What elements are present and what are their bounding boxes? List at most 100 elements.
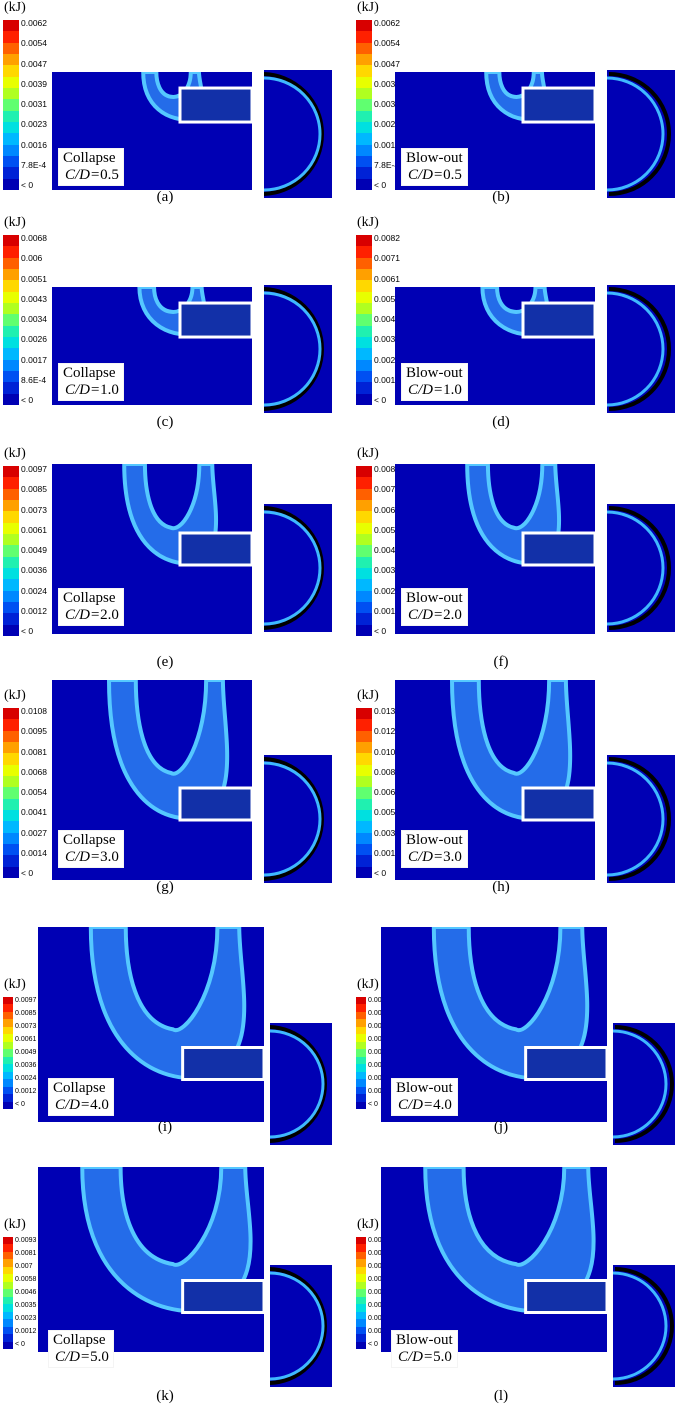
case-ratio: C/D=5.0: [396, 1349, 453, 1366]
face-svg: [607, 70, 675, 198]
colorbar-stripe: [356, 466, 372, 478]
colorbar-tick-label: < 0: [21, 626, 34, 636]
colorbar-stripe: [356, 753, 372, 766]
colorbar-unit-label: (kJ): [357, 688, 379, 703]
colorbar-tick-label: 0.0082: [374, 233, 400, 243]
ratio-value: 3.0: [443, 849, 462, 865]
tunnel-pipe: [181, 1046, 264, 1081]
colorbar-stripe: [3, 1049, 13, 1058]
field-svg: [381, 927, 607, 1122]
panel-l: (kJ) 0.0099 0.0086 0.0074 0.0062 0.0049 0.0037…: [343, 1145, 685, 1414]
colorbar-stripe: [356, 798, 372, 811]
colorbar-stripe: [356, 359, 372, 372]
face-svg: [264, 285, 332, 413]
disturbed-zone: [433, 927, 588, 1078]
energy-field-plot: [381, 1167, 607, 1352]
face-boundary-arc: [608, 72, 671, 196]
colorbar-stripe: [356, 1296, 366, 1305]
colorbar-stripe: [3, 568, 19, 580]
face-svg: [613, 1023, 675, 1145]
colorbar-stripe: [3, 348, 19, 361]
colorbar-stripe: [356, 246, 372, 259]
colorbar-tick-label: 0.0039: [374, 78, 400, 89]
colorbar-stripe: [356, 54, 372, 66]
colorbar-stripe: [3, 545, 19, 558]
colorbar-stripe: [3, 1296, 13, 1305]
tunnel-pipe: [178, 301, 252, 339]
tunnel-pipe: [524, 1046, 607, 1081]
colorbar-tick-label: 0.0054: [21, 38, 47, 49]
colorbar-stripe: [356, 742, 372, 754]
colorbar-stripe: [3, 167, 19, 180]
colorbar-unit-label: (kJ): [357, 1217, 379, 1232]
colorbar-stripe: [356, 178, 372, 191]
colorbar-tick-label: < 0: [15, 1341, 25, 1348]
colorbar-tick-label: 0.0017: [374, 847, 400, 858]
colorbar-stripe: [3, 54, 19, 66]
colorbar-stripe: [356, 337, 372, 349]
colorbar-stripe: [356, 144, 372, 157]
colorbar-tick-label: 0.0034: [374, 565, 400, 576]
colorbar-stripe: [3, 855, 19, 868]
ratio-value: 5.0: [433, 1349, 452, 1365]
colorbar-tick-label: 0.0068: [21, 766, 47, 777]
disturbed-zone: [82, 1167, 251, 1311]
colorbar-stripe: [356, 20, 372, 32]
colorbar-stripe: [356, 602, 372, 614]
colorbar-unit-label: (kJ): [357, 446, 379, 461]
colorbar-tick-label: 0.0071: [374, 253, 400, 264]
colorbar-unit-label: (kJ): [357, 215, 379, 230]
subfigure-caption: (k): [156, 1388, 174, 1404]
ratio-prefix: C/D=: [65, 167, 101, 183]
ratio-prefix: C/D=: [398, 1349, 434, 1365]
colorbar-stripe: [356, 624, 372, 637]
colorbar-tick-label: 0.0034: [368, 1062, 390, 1069]
colorbar-tick-label: 0.0023: [368, 1075, 390, 1082]
colorbar-stripe: [356, 65, 372, 78]
colorbar-stripe: [356, 291, 372, 304]
colorbar-stripe: [356, 590, 372, 603]
colorbar-stripe: [356, 1326, 366, 1335]
colorbar: [3, 20, 19, 191]
colorbar-stripe: [3, 1281, 13, 1290]
colorbar-tick-label: 0.0068: [21, 233, 47, 243]
colorbar-tick-label: 0.0062: [368, 1276, 390, 1283]
colorbar-tick-label: 0.0034: [21, 314, 47, 324]
colorbar-unit-label: (kJ): [357, 0, 379, 15]
colorbar-tick-label: 0.0011: [374, 605, 400, 616]
face-svg: [264, 755, 332, 883]
energy-field-plot: [38, 927, 264, 1122]
tunnel-pipe: [521, 531, 595, 567]
colorbar-stripe: [3, 1034, 13, 1043]
case-label: Blow-out C/D=5.0: [391, 1330, 458, 1368]
colorbar-tick-label: 0.0078: [374, 484, 400, 495]
colorbar-stripe: [356, 257, 372, 270]
colorbar-stripe: [3, 1266, 13, 1275]
colorbar-stripe: [356, 235, 372, 247]
colorbar-stripe: [3, 1326, 13, 1335]
colorbar-stripe: [3, 359, 19, 372]
colorbar-tick-label: 0.0061: [15, 1036, 37, 1043]
subfigure-caption: (e): [156, 654, 174, 670]
colorbar-stripe: [356, 545, 372, 558]
face-energy-band: [613, 1029, 668, 1139]
panel-h: (kJ) 0.0137 0.012 0.0103 0.0086 0.0069 0.0052 0…: [343, 680, 685, 905]
colorbar-tick-label: 0.007: [15, 1263, 33, 1270]
colorbar-tick-label: 0.0085: [15, 1010, 37, 1017]
energy-field-plot: [395, 287, 595, 405]
colorbar-stripe: [356, 1041, 366, 1050]
colorbar-stripe: [3, 122, 19, 134]
colorbar-stripe: [3, 1311, 13, 1320]
colorbar-tick-label: 0.0046: [15, 1289, 37, 1296]
colorbar-tick-label: 0.0036: [15, 1062, 37, 1069]
colorbar-tick-label: 0.0043: [21, 293, 47, 304]
colorbar-tick-label: < 0: [368, 1101, 378, 1108]
colorbar-tick-label: 0.0074: [368, 1263, 390, 1270]
colorbar-stripe: [3, 42, 19, 55]
colorbar-stripe: [356, 568, 372, 580]
colorbar-stripe: [3, 1041, 13, 1050]
colorbar: [356, 20, 372, 191]
colorbar-tick-label: 0.0047: [374, 58, 400, 69]
colorbar-stripe: [356, 382, 372, 395]
